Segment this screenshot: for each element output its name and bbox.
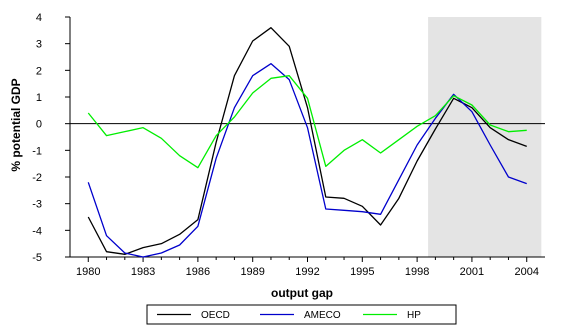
x-tick-label: 1983 [131,266,155,278]
y-tick-label: -4 [32,225,42,237]
y-tick-label: -2 [32,172,42,184]
legend-label-hp: HP [407,310,421,321]
legend: OECD AMECO HP [146,304,457,325]
series-line-hp [87,75,527,169]
y-axis-title: % potential GDP [9,78,23,171]
y-tick-label: -1 [32,145,42,157]
x-tick-label: 1998 [405,266,429,278]
y-tick-label: -5 [32,252,42,264]
x-tick-label: 1986 [186,266,210,278]
shaded-region [428,17,542,257]
y-tick-label: 3 [36,39,42,51]
y-tick-label: 0 [36,119,42,131]
series-line-oecd [87,27,527,255]
y-tick-label: -3 [32,199,42,211]
x-axis-title: output gap [271,286,333,300]
series-line-ameco [87,63,527,258]
y-tick-label: 4 [36,12,42,24]
y-tick-label: 2 [36,65,42,77]
x-tick-label: 1989 [240,266,264,278]
legend-label-oecd: OECD [201,310,230,321]
tick-labels: -5 -4 -3 -2 -1 0 1 2 3 4 1980 1983 1986 1989 1992 1995 1… [32,12,539,278]
shaded-forecast-region [428,17,542,257]
x-tick-label: 1980 [76,266,100,278]
series-lines [87,27,527,258]
axes [65,16,545,262]
legend-box [146,304,457,325]
y-tick-label: 1 [36,92,42,104]
x-tick-label: 1992 [295,266,319,278]
x-tick-label: 2004 [514,266,538,278]
x-tick-label: 1995 [350,266,374,278]
legend-label-ameco: AMECO [304,310,341,321]
x-tick-label: 2001 [460,266,484,278]
